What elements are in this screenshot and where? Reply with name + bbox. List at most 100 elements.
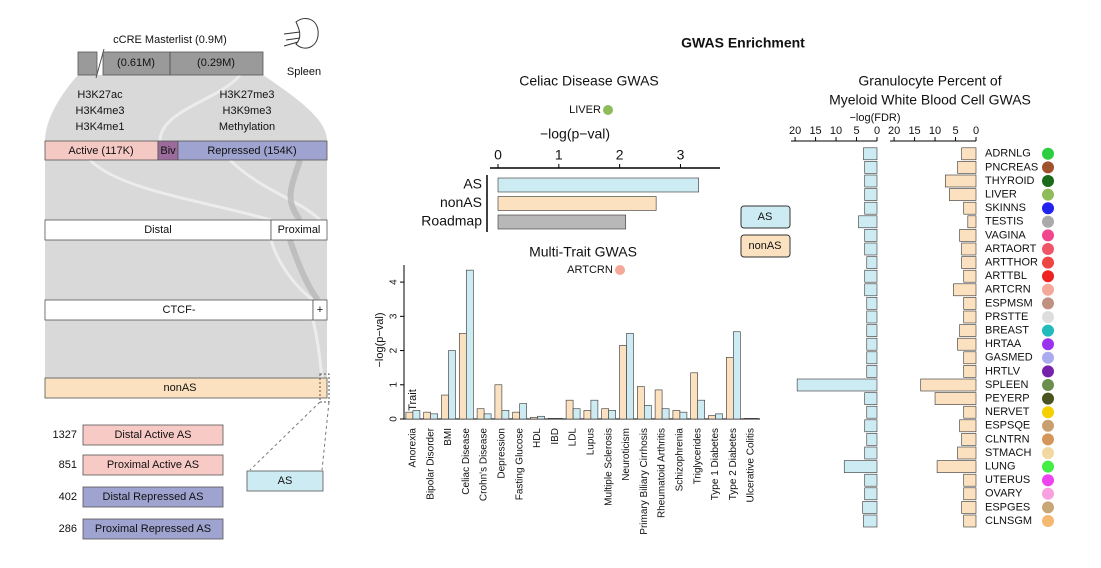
bar — [961, 501, 977, 514]
subset-label: Distal Active AS — [114, 429, 191, 441]
bar — [715, 413, 723, 420]
category-dot — [1042, 351, 1054, 364]
category-dot — [1042, 297, 1054, 310]
x-tick-label: 3 — [677, 147, 685, 163]
x-tick-label: Schizophrenia — [675, 428, 686, 492]
category-dot — [1042, 501, 1054, 514]
legend-swatch — [740, 234, 791, 258]
subset-count: 286 — [59, 523, 77, 535]
x-tick-label: LDL — [568, 428, 579, 447]
bar — [497, 214, 627, 230]
category-label: ESPSQE — [985, 420, 1030, 432]
mark-label: H3K27me3 — [219, 89, 274, 101]
bar — [430, 413, 439, 420]
bar — [959, 324, 977, 337]
x-tick-label: 0 — [874, 125, 880, 137]
x-tick-label: Fasting Glucose — [514, 428, 525, 501]
masterlist-bar — [102, 51, 264, 76]
category-label: ARTTBL — [985, 270, 1027, 282]
bar — [497, 196, 657, 211]
spleen-outline — [295, 18, 319, 49]
spleen-icon — [283, 18, 319, 49]
bar — [959, 229, 977, 242]
bar — [864, 242, 878, 256]
y-tick-label: 4 — [389, 279, 400, 285]
x-tick-label: Triglycerides — [692, 428, 703, 484]
y-tick-label: Roadmap — [421, 213, 482, 229]
bar — [949, 188, 977, 201]
mark-label: H3K27ac — [77, 89, 123, 101]
x-tick-label: 15 — [809, 125, 821, 137]
x-tick-label: 15 — [908, 125, 920, 137]
masterlist-part: (0.61M) — [117, 57, 155, 69]
category-dot — [1042, 419, 1054, 432]
bar — [863, 147, 878, 161]
chart-subtitle: LIVER — [569, 104, 601, 116]
category-dot — [1042, 392, 1054, 405]
x-tick-label: 10 — [830, 125, 842, 137]
bar — [963, 405, 977, 419]
x-tick-label: Neuroticism — [621, 428, 632, 481]
tissue-label: Spleen — [287, 66, 321, 78]
y-axis-label: −log(p−val) — [374, 312, 386, 367]
bar — [483, 413, 492, 420]
mark-label: H3K9me3 — [223, 105, 272, 117]
bar — [957, 161, 977, 174]
bar — [708, 415, 716, 420]
ribbon — [45, 160, 327, 220]
bar — [565, 399, 574, 420]
bar — [732, 331, 741, 420]
category-dot — [1042, 175, 1054, 187]
x-axis-label: Trait — [407, 389, 419, 411]
bar — [864, 487, 878, 501]
bar — [862, 501, 878, 514]
y-tick-label: nonAS — [440, 194, 482, 210]
y-tick-label: 0 — [389, 416, 400, 422]
bar — [590, 399, 599, 420]
layer-label: CTCF- — [163, 304, 196, 316]
x-tick-label: Rheumatoid Arthritis — [657, 428, 668, 518]
x-tick-label: Lupus — [586, 428, 597, 455]
figure-title: GWAS Enrichment — [681, 35, 805, 51]
chart-title: Celiac Disease GWAS — [519, 73, 659, 89]
bar — [953, 283, 977, 297]
as-box — [246, 470, 324, 492]
bar — [864, 283, 878, 297]
bar — [963, 514, 977, 528]
layer-box — [270, 219, 328, 241]
x-tick-label: Type 1 Diabetes — [710, 428, 721, 500]
bar — [963, 365, 977, 378]
bar — [572, 408, 581, 420]
category-dot — [1042, 270, 1054, 283]
category-label: CLNTRN — [985, 433, 1030, 445]
legend-swatch — [740, 205, 791, 229]
x-tick-label: Anorexia — [408, 428, 419, 468]
bar — [866, 324, 878, 337]
layer-label: Biv — [160, 145, 176, 157]
y-tick-label: 2 — [389, 347, 400, 353]
bar — [866, 256, 878, 269]
bar — [961, 242, 977, 256]
category-dot — [1042, 229, 1054, 242]
x-tick-label: 0 — [973, 125, 979, 137]
bar — [866, 337, 878, 351]
subset-box — [82, 424, 224, 446]
bar — [961, 147, 977, 161]
x-tick-label: Multiple Sclerosis — [603, 428, 614, 506]
category-label: ADRNLG — [985, 148, 1031, 160]
category-dot — [1042, 460, 1054, 473]
legend-label: nonAS — [748, 240, 781, 252]
subset-label: Distal Repressed AS — [103, 491, 204, 503]
category-label: STMACH — [985, 447, 1032, 459]
subtitle-dot — [615, 265, 625, 275]
bar — [863, 514, 878, 528]
subset-count: 851 — [59, 459, 77, 471]
category-label: VAGINA — [985, 229, 1026, 241]
bar — [608, 410, 617, 420]
bar — [554, 418, 563, 420]
masterlist-part: (0.29M) — [197, 57, 235, 69]
category-label: ESPGES — [985, 501, 1030, 513]
bar — [963, 310, 977, 324]
subset-label: Proximal Active AS — [107, 459, 199, 471]
bar — [864, 188, 878, 201]
